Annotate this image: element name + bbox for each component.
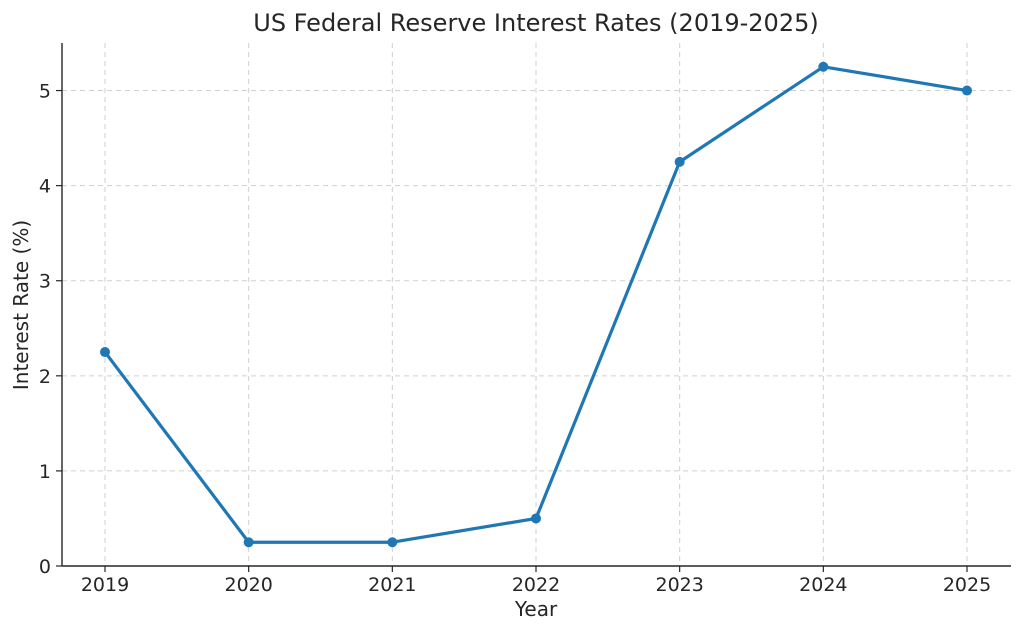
y-axis-label: Interest Rate (%) <box>9 220 33 390</box>
data-point <box>674 156 685 167</box>
data-point <box>387 537 398 548</box>
data-point <box>243 537 254 548</box>
series <box>100 61 972 548</box>
data-point <box>962 85 972 96</box>
x-axis-label: Year <box>514 597 558 621</box>
x-tick-label: 2020 <box>224 574 272 596</box>
x-tick-label: 2019 <box>81 574 129 596</box>
x-tick-label: 2025 <box>943 574 991 596</box>
y-tick-label: 4 <box>39 176 51 198</box>
y-tick-label: 2 <box>39 366 51 388</box>
data-point <box>531 513 541 524</box>
data-point <box>100 347 110 358</box>
x-tick-label: 2021 <box>368 574 416 596</box>
x-tick-label: 2022 <box>512 574 560 596</box>
x-tick-label: 2024 <box>799 574 847 596</box>
y-tick-label: 5 <box>39 81 51 103</box>
x-ticks: 2019 2020 2021 2022 2023 2024 2025 <box>81 566 991 596</box>
grid <box>62 43 1011 567</box>
y-tick-label: 3 <box>39 271 51 293</box>
y-tick-label: 0 <box>39 556 51 578</box>
x-tick-label: 2023 <box>655 574 703 596</box>
y-ticks: 0 1 2 3 4 5 <box>39 81 62 578</box>
chart-title: US Federal Reserve Interest Rates (2019-… <box>253 9 818 37</box>
y-tick-label: 1 <box>39 461 51 483</box>
data-point <box>818 61 829 72</box>
